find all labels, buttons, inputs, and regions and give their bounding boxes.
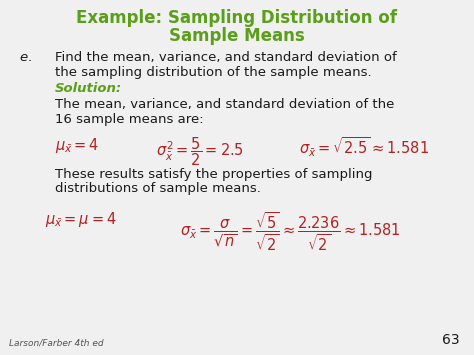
Text: Sample Means: Sample Means <box>169 27 305 45</box>
Text: 63: 63 <box>442 333 460 347</box>
Text: Find the mean, variance, and standard deviation of: Find the mean, variance, and standard de… <box>55 51 396 65</box>
Text: The mean, variance, and standard deviation of the: The mean, variance, and standard deviati… <box>55 98 394 111</box>
Text: $\sigma_{\bar{x}}=\dfrac{\sigma}{\sqrt{n}}=\dfrac{\sqrt{5}}{\sqrt{2}}\approx\dfr: $\sigma_{\bar{x}}=\dfrac{\sigma}{\sqrt{n… <box>180 210 401 252</box>
Text: These results satisfy the properties of sampling: These results satisfy the properties of … <box>55 168 372 181</box>
Text: Solution:: Solution: <box>55 82 122 95</box>
Text: Example: Sampling Distribution of: Example: Sampling Distribution of <box>76 9 398 27</box>
Text: the sampling distribution of the sample means.: the sampling distribution of the sample … <box>55 66 371 80</box>
Text: $e.$: $e.$ <box>19 51 32 65</box>
Text: $\mu_{\bar{x}}=\mu=4$: $\mu_{\bar{x}}=\mu=4$ <box>45 210 117 229</box>
Text: $\mu_{\bar{x}}=4$: $\mu_{\bar{x}}=4$ <box>55 136 99 155</box>
Text: distributions of sample means.: distributions of sample means. <box>55 182 260 196</box>
Text: Larson/Farber 4th ed: Larson/Farber 4th ed <box>9 338 104 347</box>
Text: $\sigma^{2}_{\bar{x}}=\dfrac{5}{2}=2.5$: $\sigma^{2}_{\bar{x}}=\dfrac{5}{2}=2.5$ <box>156 136 245 168</box>
Text: 16 sample means are:: 16 sample means are: <box>55 113 203 126</box>
Text: $\sigma_{\bar{x}}=\sqrt{2.5}\approx 1.581$: $\sigma_{\bar{x}}=\sqrt{2.5}\approx 1.58… <box>299 136 428 159</box>
